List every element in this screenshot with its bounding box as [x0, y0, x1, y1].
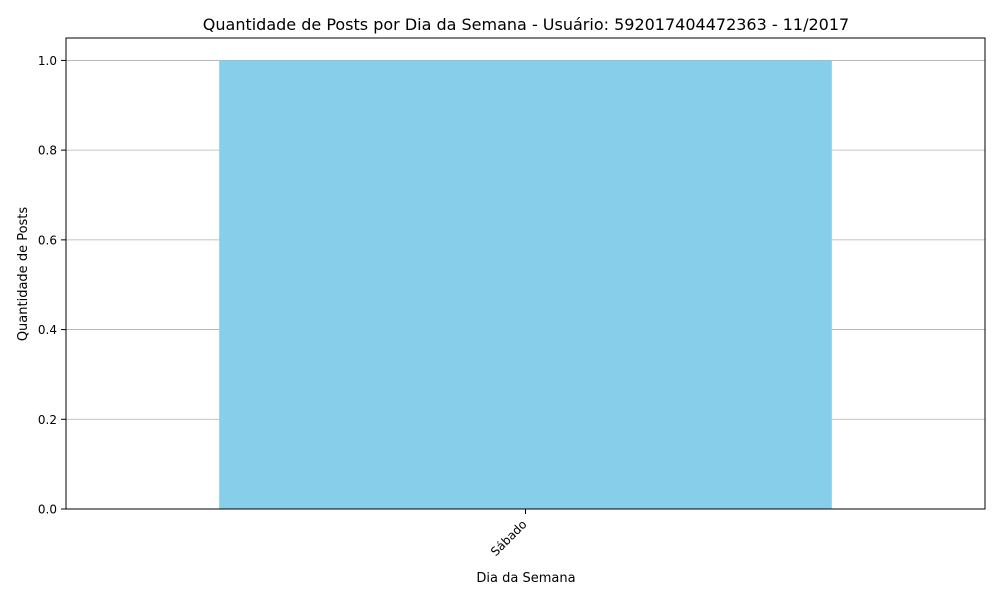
- y-tick-label: 0.8: [38, 144, 57, 158]
- y-axis-ticks: 0.0 0.2 0.4 0.6 0.8 1.0: [38, 54, 66, 517]
- chart-title: Quantidade de Posts por Dia da Semana - …: [203, 15, 849, 34]
- y-tick-label: 0.4: [38, 323, 57, 337]
- bar: [219, 60, 832, 510]
- bars: [219, 60, 832, 510]
- x-axis-label: Dia da Semana: [476, 571, 575, 586]
- y-tick-label: 0.6: [38, 233, 57, 247]
- y-tick-label: 0.2: [38, 413, 57, 427]
- plot-frame: [65, 37, 986, 510]
- y-tick-label: 1.0: [38, 54, 57, 68]
- y-tick-label: 0.0: [38, 503, 57, 517]
- y-axis-label: Quantidade de Posts: [16, 207, 31, 342]
